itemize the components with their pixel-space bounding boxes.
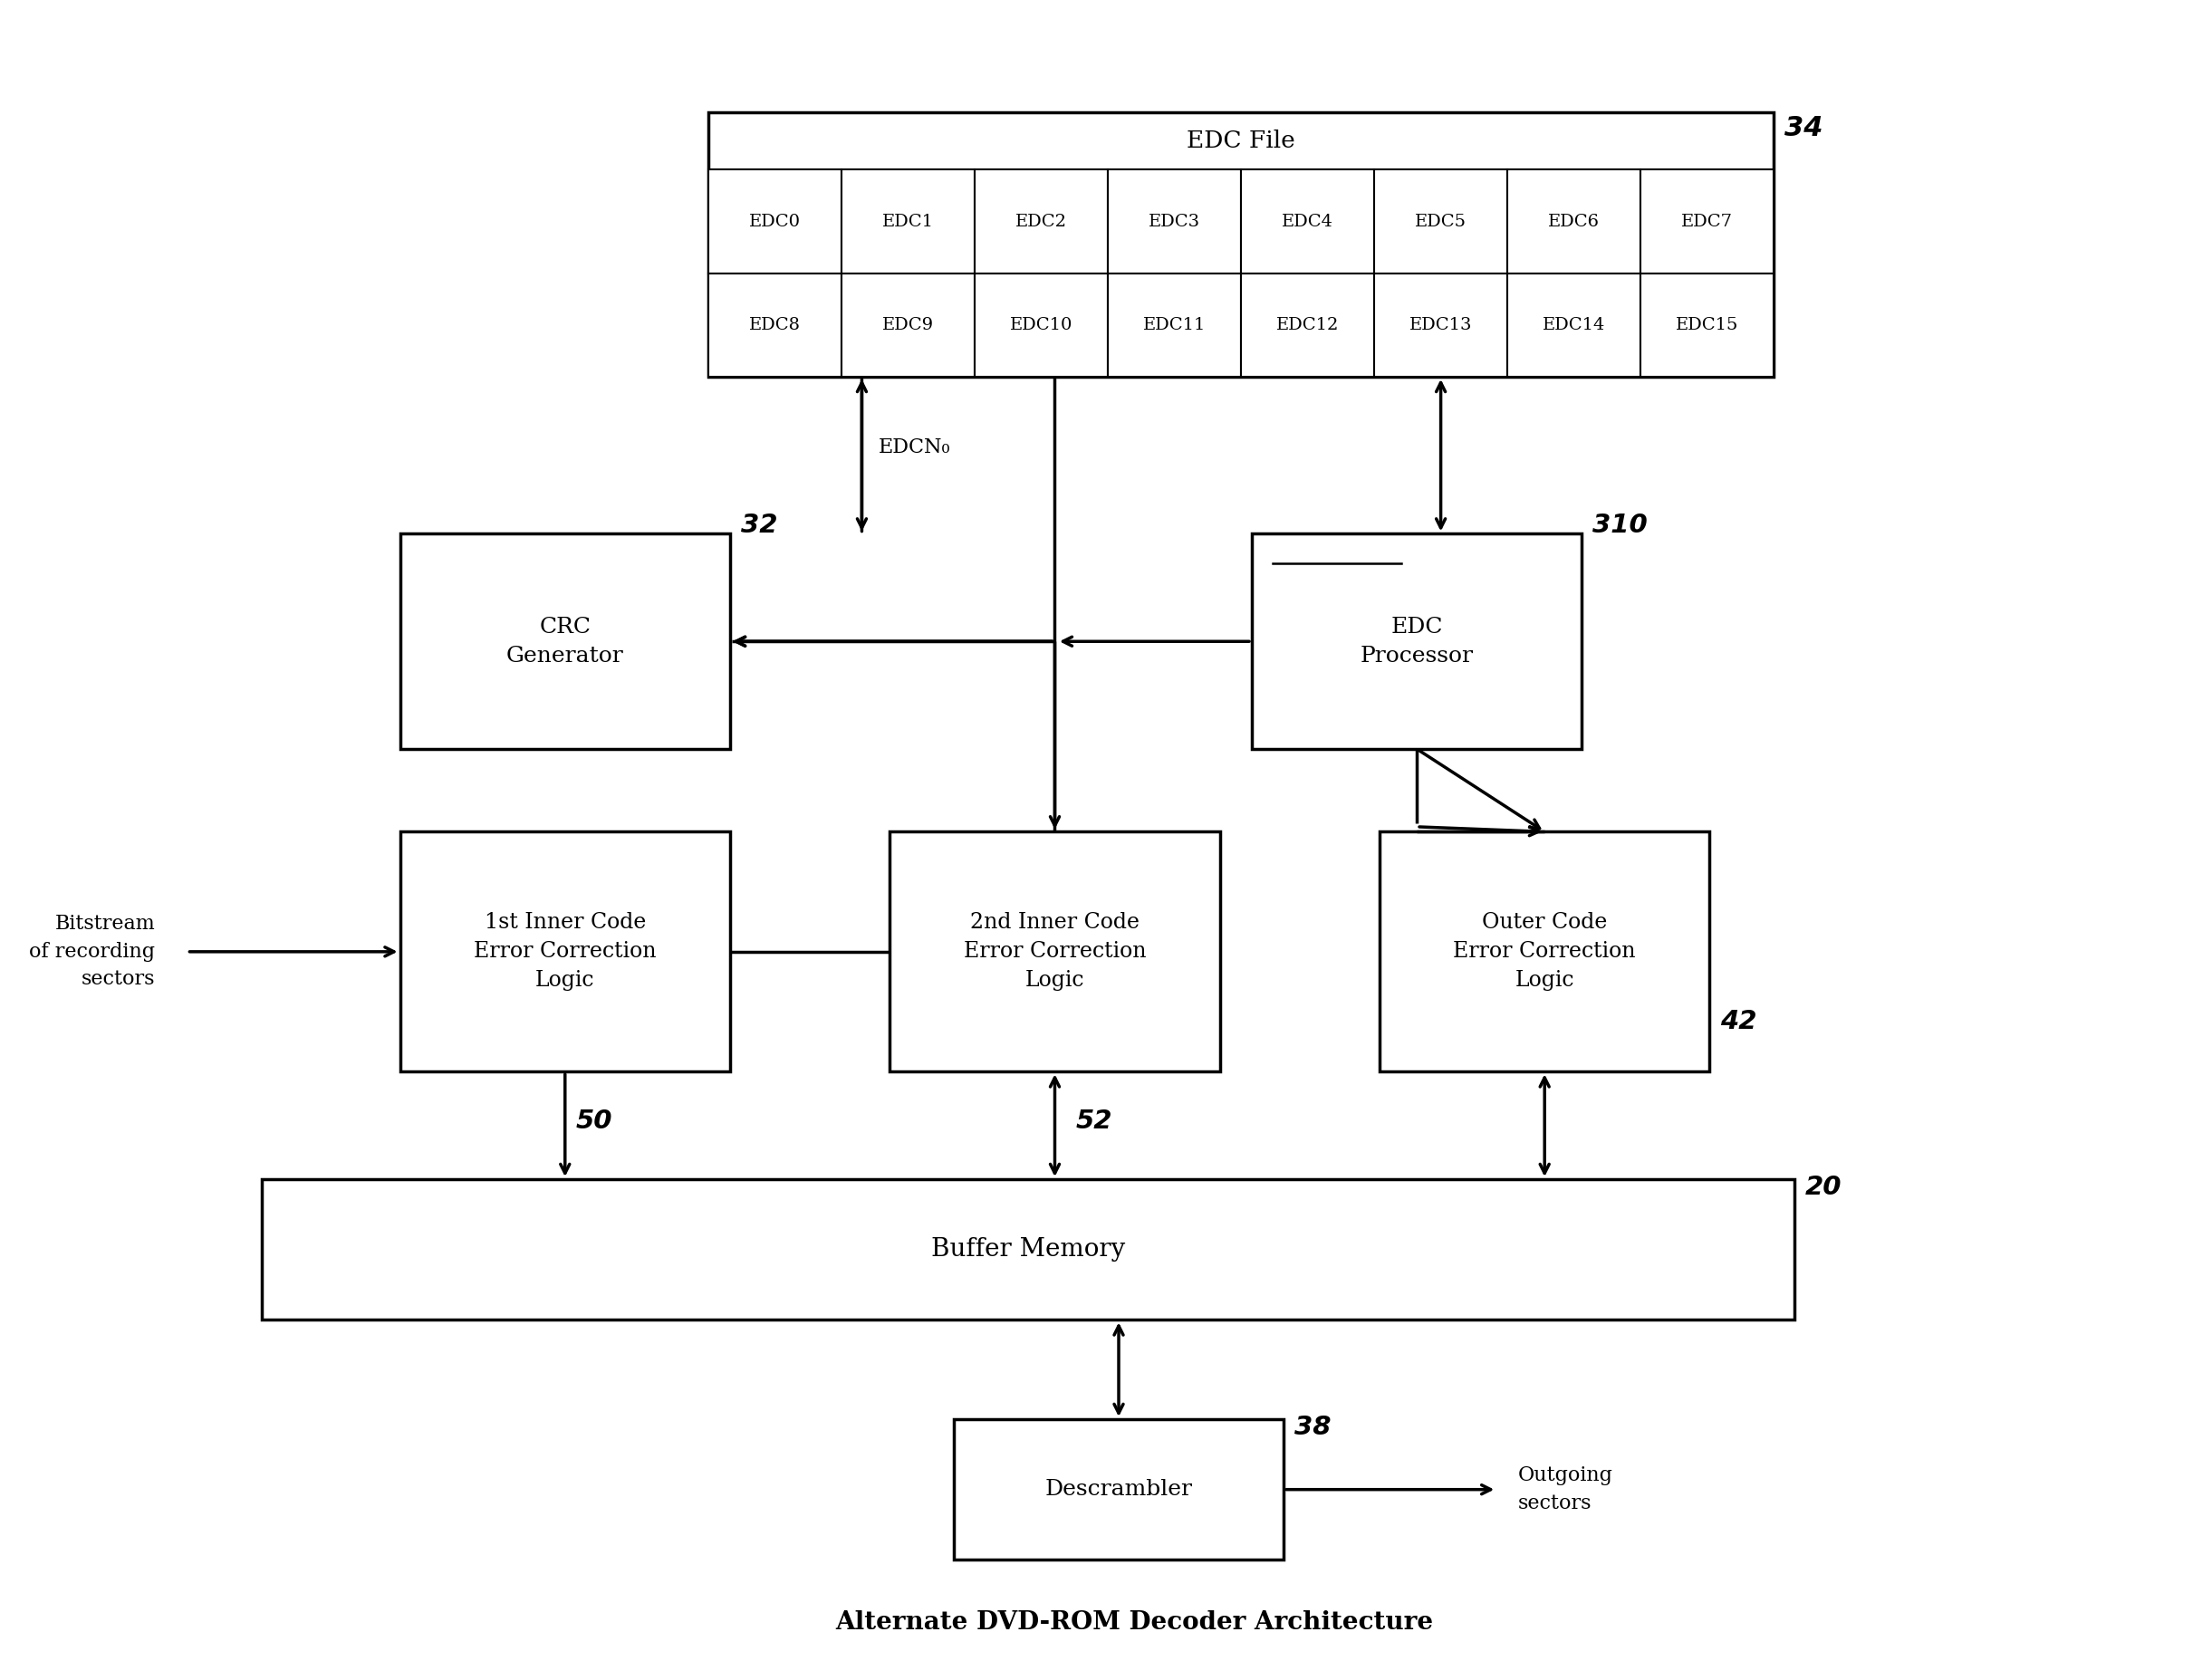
Text: EDC7: EDC7 <box>1681 213 1732 230</box>
FancyBboxPatch shape <box>1252 534 1582 749</box>
FancyBboxPatch shape <box>1380 832 1710 1072</box>
Text: Buffer Memory: Buffer Memory <box>931 1238 1126 1262</box>
FancyBboxPatch shape <box>708 113 1774 376</box>
Text: EDC0: EDC0 <box>750 213 801 230</box>
FancyBboxPatch shape <box>708 170 843 274</box>
Text: 1st Inner Code
Error Correction
Logic: 1st Inner Code Error Correction Logic <box>473 912 657 991</box>
FancyBboxPatch shape <box>843 170 975 274</box>
Text: EDC10: EDC10 <box>1011 318 1073 333</box>
FancyBboxPatch shape <box>1241 274 1374 376</box>
Text: EDC
Processor: EDC Processor <box>1360 617 1473 667</box>
Text: EDC File: EDC File <box>1188 129 1296 153</box>
Text: 310: 310 <box>1593 512 1648 538</box>
FancyBboxPatch shape <box>400 534 730 749</box>
Text: EDC5: EDC5 <box>1416 213 1467 230</box>
FancyBboxPatch shape <box>1641 274 1774 376</box>
FancyBboxPatch shape <box>708 274 843 376</box>
Text: EDC13: EDC13 <box>1409 318 1473 333</box>
Text: EDC9: EDC9 <box>883 318 933 333</box>
FancyBboxPatch shape <box>975 170 1108 274</box>
FancyBboxPatch shape <box>1374 170 1506 274</box>
FancyBboxPatch shape <box>975 274 1108 376</box>
Text: EDC3: EDC3 <box>1148 213 1201 230</box>
Text: 32: 32 <box>741 512 776 538</box>
Text: EDC2: EDC2 <box>1015 213 1068 230</box>
FancyBboxPatch shape <box>1506 170 1641 274</box>
Text: EDC11: EDC11 <box>1144 318 1206 333</box>
FancyBboxPatch shape <box>1108 274 1241 376</box>
FancyBboxPatch shape <box>400 832 730 1072</box>
FancyBboxPatch shape <box>1506 274 1641 376</box>
FancyBboxPatch shape <box>889 832 1219 1072</box>
Text: Alternate DVD-ROM Decoder Architecture: Alternate DVD-ROM Decoder Architecture <box>836 1609 1433 1635</box>
FancyBboxPatch shape <box>843 274 975 376</box>
Text: EDCN₀: EDCN₀ <box>878 437 951 457</box>
Text: EDC14: EDC14 <box>1542 318 1606 333</box>
Text: EDC15: EDC15 <box>1674 318 1739 333</box>
Text: EDC1: EDC1 <box>883 213 933 230</box>
Text: Outer Code
Error Correction
Logic: Outer Code Error Correction Logic <box>1453 912 1637 991</box>
Text: Descrambler: Descrambler <box>1044 1478 1192 1500</box>
Text: CRC
Generator: CRC Generator <box>507 617 624 667</box>
Text: 38: 38 <box>1294 1415 1332 1440</box>
Text: Bitstream
of recording
sectors: Bitstream of recording sectors <box>29 914 155 990</box>
Text: 34: 34 <box>1785 116 1823 141</box>
Text: EDC6: EDC6 <box>1548 213 1599 230</box>
Text: 50: 50 <box>575 1109 613 1134</box>
Text: EDC8: EDC8 <box>750 318 801 333</box>
FancyBboxPatch shape <box>1641 170 1774 274</box>
FancyBboxPatch shape <box>1108 170 1241 274</box>
FancyBboxPatch shape <box>953 1420 1283 1559</box>
Text: 42: 42 <box>1721 1010 1756 1035</box>
Text: 2nd Inner Code
Error Correction
Logic: 2nd Inner Code Error Correction Logic <box>964 912 1146 991</box>
Text: EDC4: EDC4 <box>1283 213 1334 230</box>
Text: Outgoing
sectors: Outgoing sectors <box>1517 1465 1613 1514</box>
Text: 20: 20 <box>1805 1174 1843 1200</box>
FancyBboxPatch shape <box>1241 170 1374 274</box>
Text: EDC12: EDC12 <box>1276 318 1338 333</box>
Text: 52: 52 <box>1075 1109 1113 1134</box>
FancyBboxPatch shape <box>261 1179 1794 1320</box>
FancyBboxPatch shape <box>1374 274 1506 376</box>
